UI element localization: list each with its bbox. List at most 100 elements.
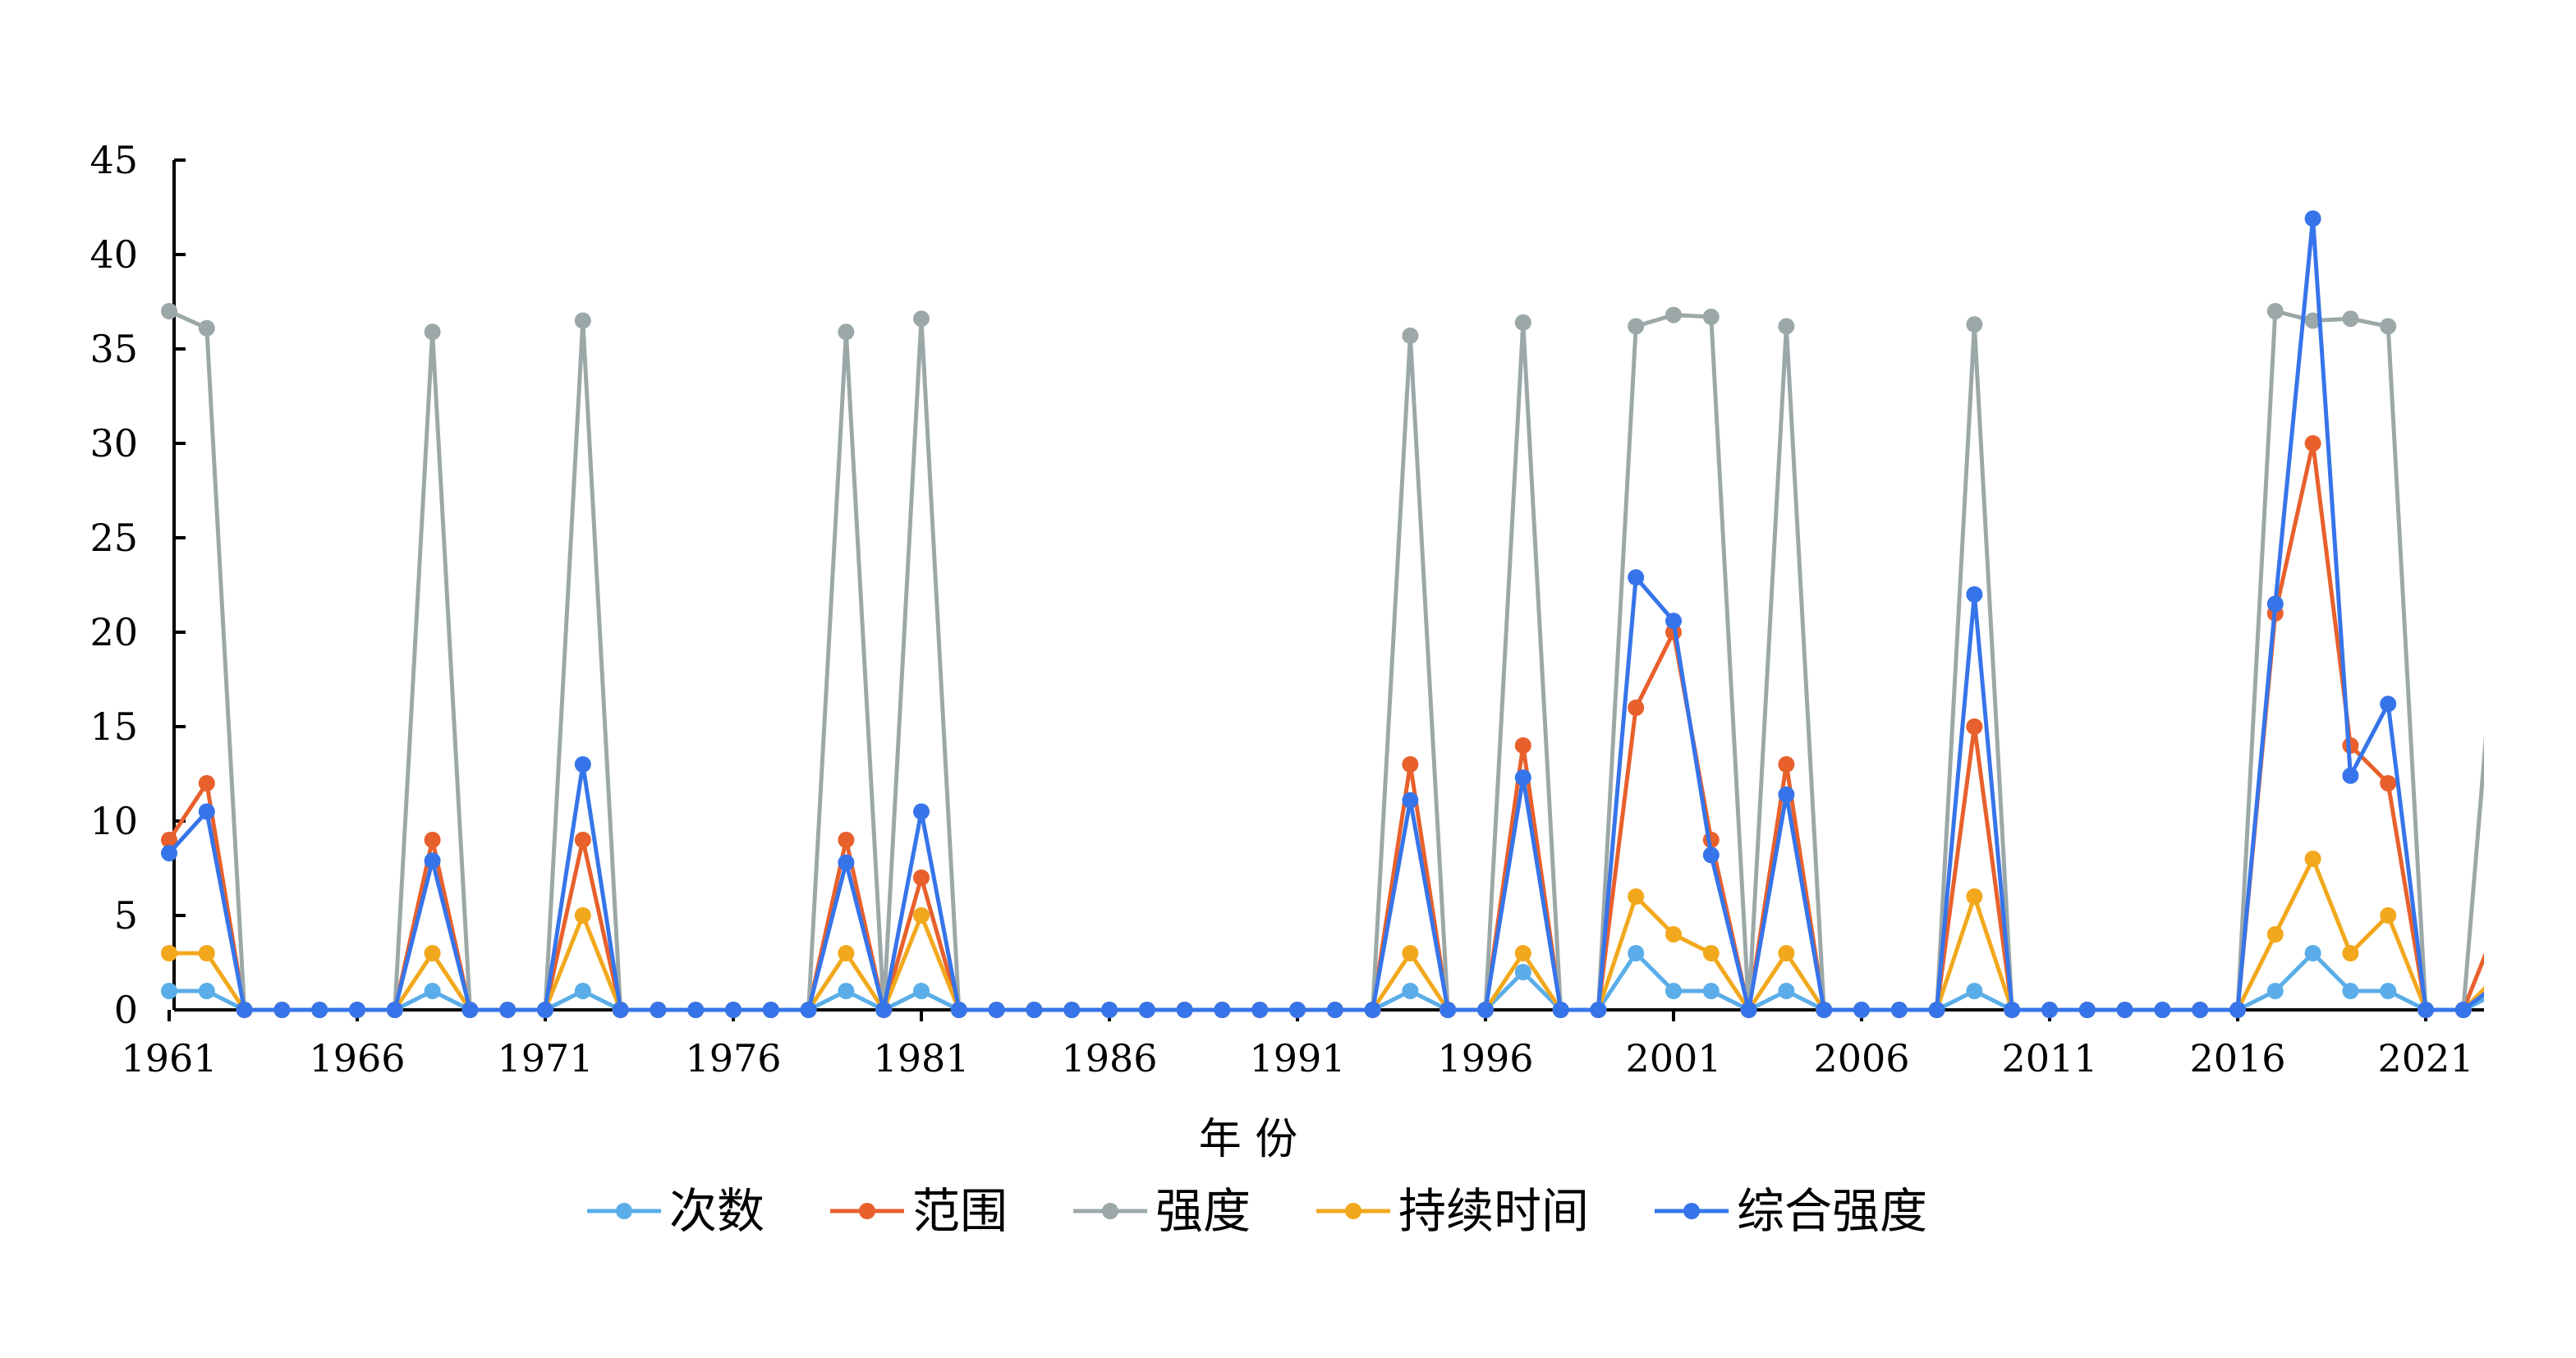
- data-point: [273, 1002, 291, 1018]
- data-point: [1665, 926, 1682, 943]
- legend-marker: [1683, 1203, 1700, 1219]
- data-point: [386, 1002, 403, 1018]
- data-point: [1778, 945, 1795, 961]
- data-point: [161, 303, 177, 319]
- data-point: [2304, 210, 2321, 227]
- data-point: [838, 983, 855, 999]
- data-point: [1514, 737, 1531, 754]
- data-point: [1440, 1002, 1457, 1018]
- data-point: [1740, 1002, 1757, 1018]
- data-point: [2418, 1002, 2434, 1018]
- data-point: [913, 907, 930, 924]
- data-point: [161, 983, 177, 999]
- data-point: [1063, 1002, 1081, 1018]
- series-line: [167, 441, 2484, 1012]
- data-point: [1966, 888, 1983, 905]
- data-point: [2380, 983, 2397, 999]
- data-point: [198, 803, 215, 820]
- legend-label: 综合强度: [1737, 1183, 1927, 1239]
- data-point: [2116, 1002, 2133, 1018]
- data-point: [198, 983, 215, 999]
- y-tick-label: 0: [114, 988, 138, 1032]
- data-point: [2380, 907, 2397, 924]
- data-point: [574, 312, 591, 329]
- data-point: [1026, 1002, 1043, 1018]
- data-point: [2342, 983, 2359, 999]
- data-point: [574, 983, 591, 999]
- data-point: [1966, 586, 1983, 603]
- data-point: [1176, 1002, 1193, 1018]
- data-point: [2342, 945, 2359, 961]
- data-point: [1702, 846, 1720, 864]
- series-line: [169, 951, 2484, 1012]
- data-point: [2304, 851, 2321, 867]
- series-3: [161, 851, 2484, 1018]
- x-tick-label: 2021: [2377, 1036, 2473, 1080]
- data-point: [1665, 612, 1682, 630]
- data-point: [1364, 1002, 1381, 1018]
- y-tick-label: 35: [90, 327, 138, 371]
- data-point: [838, 832, 855, 848]
- x-tick-label: 2006: [1813, 1036, 1909, 1080]
- data-point: [2266, 926, 2284, 943]
- data-point: [2266, 303, 2284, 319]
- data-point: [1778, 983, 1795, 999]
- data-point: [1628, 945, 1645, 961]
- x-tick-label: 1961: [121, 1036, 217, 1080]
- data-point: [1890, 1002, 1908, 1018]
- data-point: [1816, 1002, 1833, 1018]
- data-point: [1402, 945, 1419, 961]
- x-tick-label: 2001: [1625, 1036, 1721, 1080]
- data-point: [198, 945, 215, 961]
- data-point: [875, 1002, 893, 1018]
- data-point: [913, 803, 930, 820]
- x-tick-label: 1981: [873, 1036, 969, 1080]
- x-tick-label: 1996: [1437, 1036, 1533, 1080]
- legend-label: 持续时间: [1398, 1183, 1589, 1239]
- series-2: [161, 303, 2509, 1018]
- x-tick-label: 1966: [309, 1036, 405, 1080]
- data-point: [838, 945, 855, 961]
- data-point: [1514, 945, 1531, 961]
- data-point: [1590, 1002, 1607, 1018]
- data-point: [1702, 308, 1720, 325]
- data-point: [1966, 718, 1983, 735]
- legend-label: 强度: [1155, 1183, 1251, 1239]
- data-point: [1402, 791, 1419, 809]
- data-point: [1628, 888, 1645, 905]
- data-point: [2304, 945, 2321, 961]
- data-point: [2266, 595, 2284, 612]
- data-point: [198, 319, 215, 337]
- y-ticks: 0 5 10 15 20 25 30 35 40 45: [90, 138, 186, 1032]
- data-point: [2304, 435, 2321, 452]
- data-point: [161, 845, 177, 862]
- data-point: [1402, 327, 1419, 344]
- data-point: [1402, 756, 1419, 773]
- data-point: [161, 832, 177, 848]
- series-4: [161, 210, 2509, 1018]
- y-tick-label: 20: [90, 610, 138, 654]
- x-tick-label: 1976: [685, 1036, 781, 1080]
- data-point: [2493, 548, 2509, 565]
- y-tick-label: 10: [90, 799, 138, 843]
- data-point: [725, 1002, 742, 1018]
- data-point: [762, 1002, 779, 1018]
- data-point: [1665, 306, 1682, 323]
- data-point: [1514, 769, 1531, 787]
- chart-axes: [172, 160, 2484, 1012]
- data-point: [1101, 1002, 1118, 1018]
- x-tick-label: 1991: [1249, 1036, 1345, 1080]
- data-point: [1778, 786, 1795, 803]
- data-point: [2454, 1002, 2472, 1018]
- data-point: [1928, 1002, 1945, 1018]
- data-point: [1778, 756, 1795, 773]
- data-point: [2493, 974, 2509, 990]
- x-tick-label: 1971: [497, 1036, 593, 1080]
- data-point: [2266, 983, 2284, 999]
- legend-marker: [1345, 1203, 1361, 1219]
- y-tick-label: 15: [90, 704, 138, 749]
- data-point: [2004, 1002, 2021, 1018]
- x-axis-title: 年 份: [1199, 1115, 1298, 1164]
- data-point: [2342, 767, 2359, 784]
- legend-marker: [616, 1203, 632, 1219]
